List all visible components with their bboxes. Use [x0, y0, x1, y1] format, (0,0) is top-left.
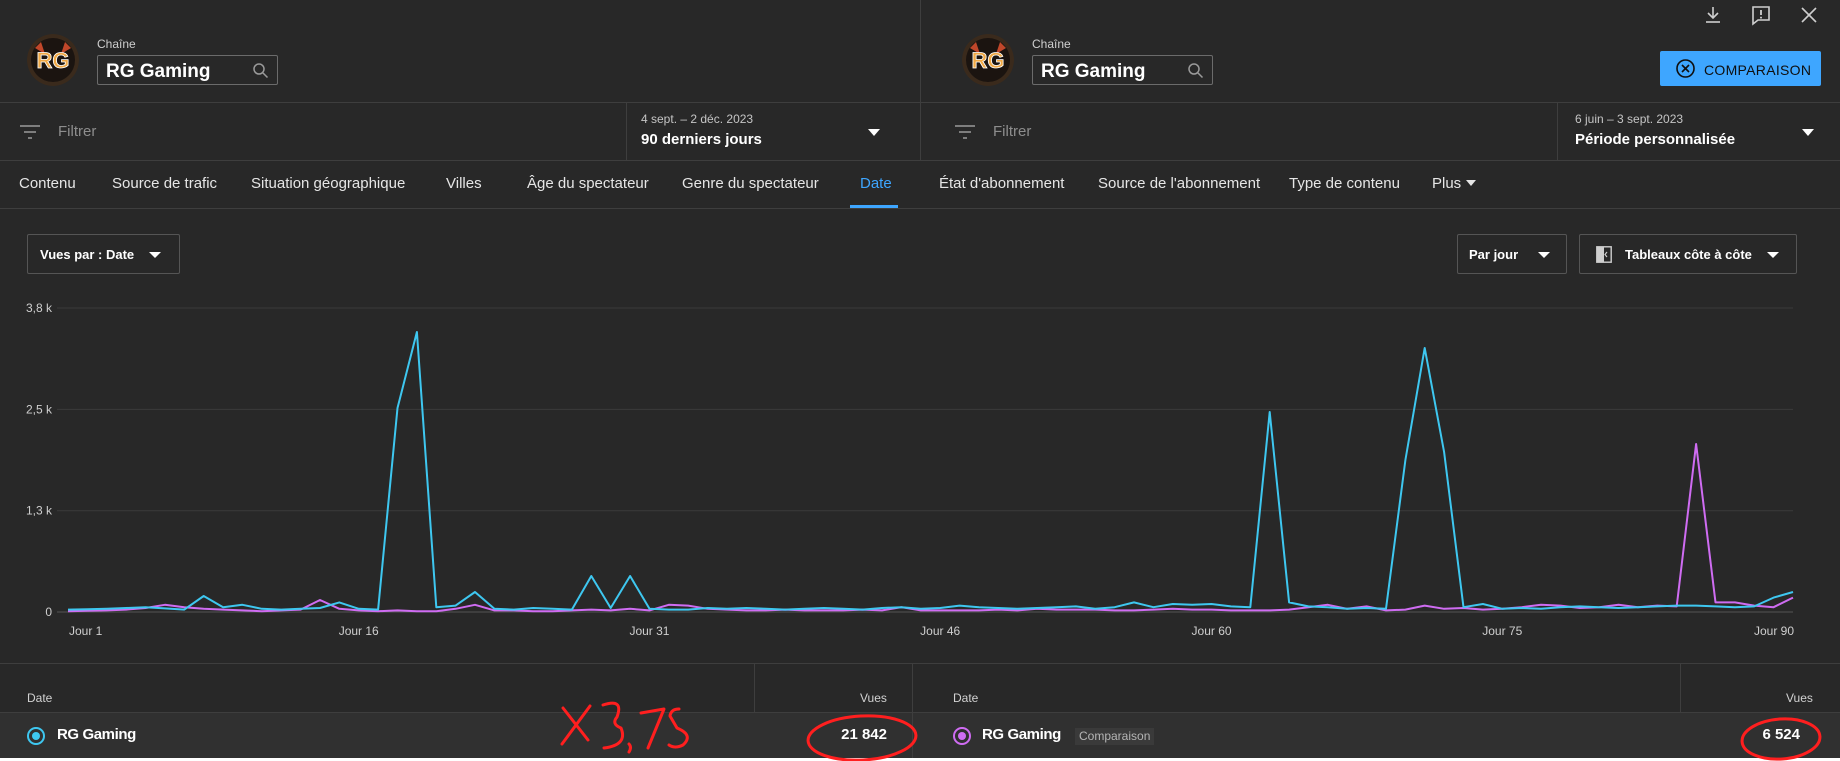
- left-date-header[interactable]: Date: [27, 691, 53, 705]
- x-axis-tick-label: Jour 90: [1754, 624, 1794, 638]
- chevron-down-icon: [149, 252, 161, 258]
- tab-content-type[interactable]: Type de contenu: [1289, 175, 1400, 192]
- channel-search-field[interactable]: RG Gaming: [1032, 55, 1213, 85]
- y-axis-tick-label: 2,5 k: [26, 402, 53, 416]
- right-views-header[interactable]: Vues: [1786, 691, 1813, 705]
- feedback-icon[interactable]: [1749, 3, 1773, 27]
- x-axis-tick-label: Jour 1: [69, 624, 103, 638]
- filter-input[interactable]: Filtrer: [58, 123, 97, 140]
- filter-input[interactable]: Filtrer: [993, 123, 1032, 140]
- period-range: 4 sept. – 2 déc. 2023: [641, 112, 754, 126]
- table-row[interactable]: RG Gaming 21 842: [0, 713, 912, 758]
- row-channel-name: RG Gaming: [982, 726, 1061, 743]
- search-icon[interactable]: [252, 62, 269, 79]
- close-circle-icon: [1676, 59, 1695, 78]
- row-views: 6 524: [1762, 726, 1800, 743]
- comparison-badge: Comparaison: [1075, 728, 1155, 745]
- side-by-side-icon: [1596, 246, 1612, 263]
- table-divider: [0, 663, 1840, 664]
- tab-more[interactable]: Plus: [1432, 175, 1461, 192]
- period-range: 6 juin – 3 sept. 2023: [1575, 112, 1684, 126]
- channel-search-field[interactable]: RG Gaming: [97, 55, 278, 85]
- left-views-header[interactable]: Vues: [860, 691, 887, 705]
- layout-select-label: Tableaux côte à côte: [1625, 247, 1752, 262]
- y-axis-tick-label: 1,3 k: [26, 504, 53, 518]
- comparison-series-line[interactable]: [67, 443, 1794, 613]
- channel-name: RG Gaming: [1041, 61, 1146, 82]
- tab-date[interactable]: Date: [860, 175, 892, 192]
- channel-avatar-icon[interactable]: RG: [27, 34, 79, 86]
- granularity-select[interactable]: Par jour: [1457, 234, 1567, 274]
- x-axis-tick-label: Jour 60: [1192, 624, 1232, 638]
- search-icon[interactable]: [1187, 62, 1204, 79]
- compare-divider: [920, 0, 921, 160]
- tab-viewer-gender[interactable]: Genre du spectateur: [682, 175, 819, 192]
- close-icon[interactable]: [1797, 3, 1821, 27]
- active-tab-indicator: [850, 205, 898, 208]
- table-row[interactable]: RG Gaming Comparaison 6 524: [913, 713, 1840, 758]
- x-axis-tick-label: Jour 31: [629, 624, 669, 638]
- series-legend-dot-icon[interactable]: [27, 727, 45, 745]
- tab-more-label: Plus: [1432, 175, 1462, 192]
- tables-divider: [912, 664, 913, 758]
- channel-name: RG Gaming: [106, 61, 211, 82]
- tab-content[interactable]: Contenu: [19, 175, 76, 192]
- right-date-header[interactable]: Date: [953, 691, 979, 705]
- row-views: 21 842: [841, 726, 887, 743]
- period-name: 90 derniers jours: [641, 131, 762, 148]
- x-axis-tick-label: Jour 16: [339, 624, 379, 638]
- tab-subscription-status[interactable]: État d'abonnement: [939, 175, 1065, 192]
- channel-label: Chaîne: [97, 37, 136, 51]
- channel-label: Chaîne: [1032, 37, 1071, 51]
- tab-traffic-source[interactable]: Source de trafic: [112, 175, 218, 192]
- x-axis-tick-label: Jour 75: [1482, 624, 1522, 638]
- comparison-toggle-button[interactable]: COMPARAISON: [1660, 51, 1821, 86]
- series-legend-dot-icon[interactable]: [953, 727, 971, 745]
- row-channel-name: RG Gaming: [57, 726, 136, 743]
- right-views-col-divider: [1680, 664, 1681, 758]
- filter-icon[interactable]: [20, 125, 40, 139]
- svg-text:RG: RG: [972, 48, 1005, 73]
- table-head-divider: [0, 712, 1840, 713]
- views-line-chart: 0 1,3 k 2,5 k 3,8 k Jour 1 Jour 16 Jour 31 Jou…: [26, 301, 1794, 638]
- comparison-button-label: COMPARAISON: [1704, 62, 1812, 78]
- chevron-down-icon: [1767, 252, 1779, 258]
- tab-viewer-age[interactable]: Âge du spectateur: [527, 175, 649, 192]
- period-name: Période personnalisée: [1575, 131, 1736, 148]
- filter-divider: [0, 160, 1840, 161]
- tab-geography[interactable]: Situation géographique: [251, 175, 406, 192]
- left-period-selector[interactable]: 4 sept. – 2 déc. 2023 90 derniers jours: [641, 112, 762, 148]
- chevron-down-icon: [1538, 252, 1550, 258]
- chevron-down-icon[interactable]: [868, 129, 880, 136]
- svg-text:RG: RG: [37, 48, 70, 73]
- y-axis-tick-label: 0: [45, 605, 52, 619]
- tabs-divider: [0, 208, 1840, 209]
- y-axis-tick-label: 3,8 k: [26, 301, 53, 315]
- tab-subscription-source[interactable]: Source de l'abonnement: [1098, 175, 1261, 192]
- layout-select[interactable]: Tableaux côte à côte: [1579, 234, 1797, 274]
- tab-cities[interactable]: Villes: [446, 175, 482, 192]
- download-icon[interactable]: [1701, 3, 1725, 27]
- right-period-selector[interactable]: 6 juin – 3 sept. 2023 Période personnali…: [1575, 112, 1735, 148]
- granularity-select-label: Par jour: [1469, 247, 1519, 262]
- primary-series-line[interactable]: [67, 331, 1794, 611]
- right-period-divider: [1557, 103, 1558, 160]
- channel-avatar-icon[interactable]: RG: [962, 34, 1014, 86]
- chevron-down-icon[interactable]: [1466, 180, 1476, 186]
- filter-icon[interactable]: [955, 125, 975, 139]
- x-axis-tick-label: Jour 46: [920, 624, 960, 638]
- chevron-down-icon[interactable]: [1802, 129, 1814, 136]
- left-period-divider: [626, 103, 627, 160]
- metric-select-label: Vues par : Date: [40, 247, 135, 262]
- left-views-col-divider: [754, 664, 755, 758]
- metric-select[interactable]: Vues par : Date: [27, 234, 180, 274]
